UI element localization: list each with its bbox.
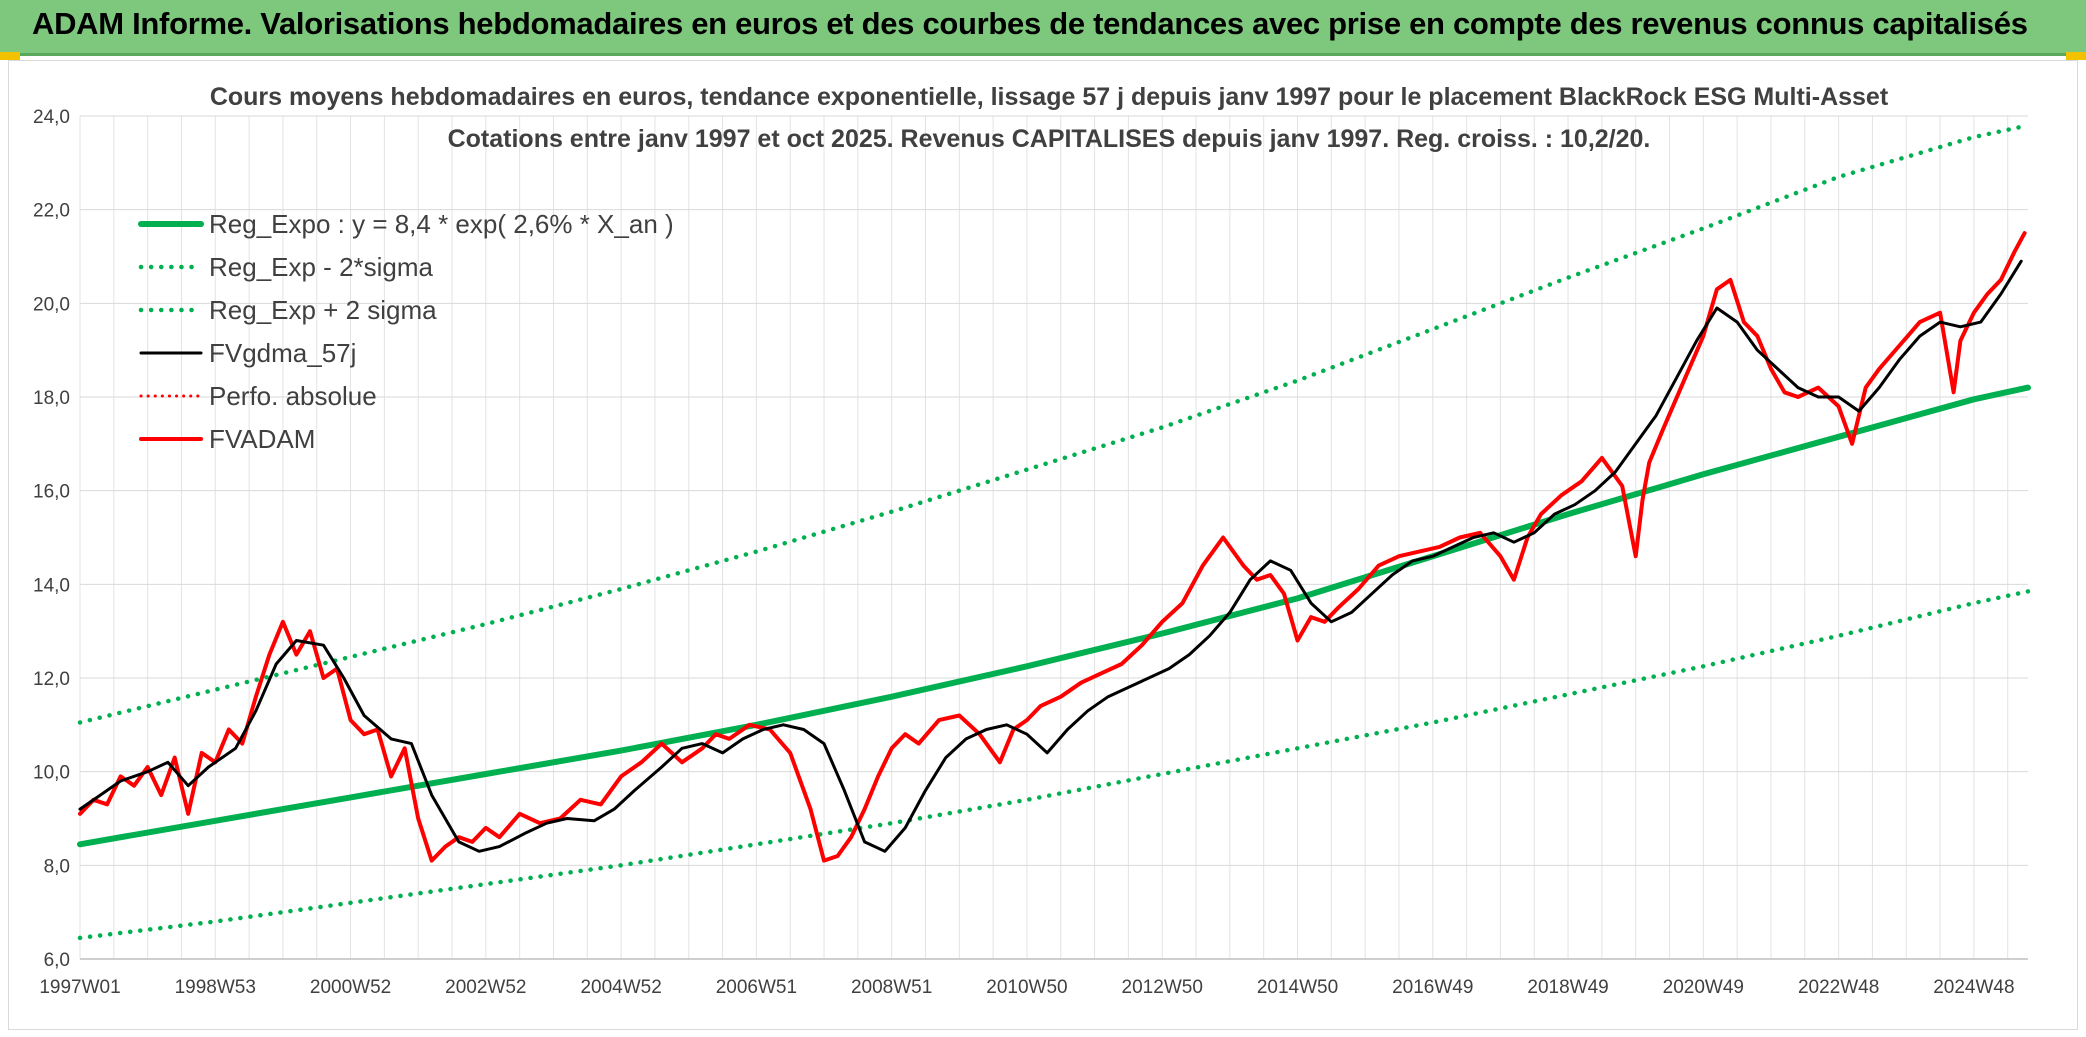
x-tick-label: 2004W52 bbox=[580, 977, 661, 998]
x-tick-label: 2024W48 bbox=[1933, 977, 2014, 998]
corner-marker-right bbox=[2066, 52, 2086, 60]
x-tick-label: 2022W48 bbox=[1798, 977, 1879, 998]
y-tick-label: 6,0 bbox=[44, 950, 70, 971]
x-tick-label: 2014W50 bbox=[1257, 977, 1338, 998]
x-tick-label: 2008W51 bbox=[851, 977, 932, 998]
vertical-gridlines bbox=[79, 116, 2009, 959]
legend-label: FVgdma_57j bbox=[209, 338, 356, 368]
y-axis-tick-labels: 6,0 8,0 10,0 12,0 14,0 16,0 18,0 20,0 22,0 24,0 bbox=[33, 107, 70, 971]
legend-label: Reg_Exp - 2*sigma bbox=[209, 252, 434, 282]
report-banner: ADAM Informe. Valorisations hebdomadaire… bbox=[0, 0, 2086, 56]
chart-subtitle: Cotations entre janv 1997 et oct 2025. R… bbox=[448, 125, 1651, 153]
y-tick-label: 22,0 bbox=[33, 201, 70, 222]
y-tick-label: 18,0 bbox=[33, 388, 70, 409]
lower-band-line bbox=[77, 589, 2031, 941]
y-tick-label: 10,0 bbox=[33, 763, 70, 784]
x-tick-label: 2002W52 bbox=[445, 977, 526, 998]
y-tick-label: 20,0 bbox=[33, 294, 70, 315]
x-tick-label: 2020W49 bbox=[1663, 977, 1744, 998]
x-tick-label: 1998W53 bbox=[175, 977, 256, 998]
legend-label: Reg_Exp + 2 sigma bbox=[209, 295, 437, 325]
price-line bbox=[78, 231, 2027, 863]
x-tick-label: 2016W49 bbox=[1392, 977, 1473, 998]
upper-band-line bbox=[77, 123, 2031, 725]
corner-marker-left bbox=[0, 52, 20, 60]
legend-label: Reg_Expo : y = 8,4 * exp( 2,6% * X_an ) bbox=[209, 209, 674, 239]
smoothed-line bbox=[78, 259, 2023, 853]
x-tick-label: 1997W01 bbox=[39, 977, 120, 998]
y-tick-label: 14,0 bbox=[33, 575, 70, 596]
report-title: ADAM Informe. Valorisations hebdomadaire… bbox=[32, 6, 2028, 41]
y-tick-label: 8,0 bbox=[44, 856, 70, 877]
x-tick-label: 2010W50 bbox=[986, 977, 1067, 998]
y-tick-label: 12,0 bbox=[33, 669, 70, 690]
chart-area: 6,0 8,0 10,0 12,0 14,0 16,0 18,0 20,0 22,0 24,0 1… bbox=[8, 60, 2078, 1030]
x-tick-label: 2000W52 bbox=[310, 977, 391, 998]
x-tick-label: 2012W50 bbox=[1122, 977, 1203, 998]
y-tick-label: 24,0 bbox=[33, 107, 70, 128]
line-chart: 6,0 8,0 10,0 12,0 14,0 16,0 18,0 20,0 22,0 24,0 1… bbox=[33, 83, 2031, 998]
legend: Reg_Expo : y = 8,4 * exp( 2,6% * X_an ) R… bbox=[138, 209, 674, 454]
x-tick-label: 2006W51 bbox=[716, 977, 797, 998]
series-layer bbox=[77, 123, 2031, 941]
legend-label: Perfo. absolue bbox=[209, 381, 377, 411]
horizontal-gridlines bbox=[80, 115, 2028, 960]
legend-label: FVADAM bbox=[209, 424, 315, 454]
y-tick-label: 16,0 bbox=[33, 482, 70, 503]
regression-line bbox=[77, 384, 2031, 848]
x-axis-tick-labels: 1997W01 1998W53 2000W52 2002W52 2004W52 2006W… bbox=[39, 977, 2014, 998]
chart-titles: Cours moyens hebdomadaires en euros, ten… bbox=[210, 83, 1889, 153]
chart-title: Cours moyens hebdomadaires en euros, ten… bbox=[210, 83, 1889, 111]
x-tick-label: 2018W49 bbox=[1527, 977, 1608, 998]
